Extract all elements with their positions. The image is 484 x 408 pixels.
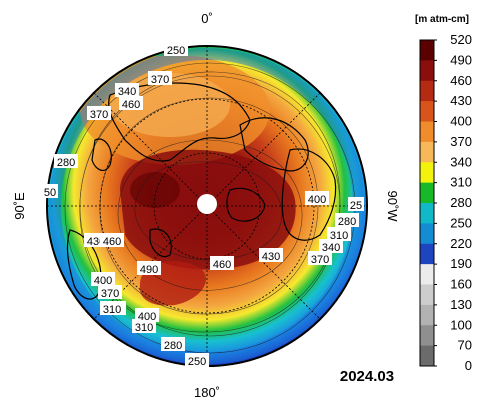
date-label: 2024.03 (340, 368, 394, 385)
axis-label-bottom: 180˚ (194, 385, 220, 400)
contour-label: 280 (57, 157, 75, 169)
colorbar-swatch (420, 345, 434, 367)
contour-label: 460 (122, 99, 140, 111)
contour-label: 280 (338, 216, 356, 228)
contour-label: 280 (164, 340, 182, 352)
colorbar-tick-label: 220 (450, 236, 472, 251)
contour-label: 370 (311, 254, 329, 266)
colorbar-tick-label: 0 (465, 358, 472, 373)
contour-label: 460 (103, 236, 121, 248)
colorbar-swatch (420, 223, 434, 245)
axis-label-top: 0˚ (201, 11, 213, 26)
colorbar-swatch (420, 304, 434, 326)
contour-label: 490 (140, 264, 158, 276)
contour-label: 250 (188, 356, 206, 368)
contour-labels: 250 370 340 460 370 280 50 430 460 400 3… (42, 42, 364, 368)
contour-label: 430 (262, 251, 280, 263)
colorbar-swatch (420, 80, 434, 102)
colorbar-swatch (420, 141, 434, 163)
colorbar-swatch (420, 284, 434, 306)
colorbar-tick-label: 130 (450, 297, 472, 312)
colorbar-tick-label: 70 (458, 338, 472, 353)
contour-label: 460 (213, 259, 231, 271)
colorbar-swatch (420, 203, 434, 224)
contour-label: 400 (308, 194, 326, 206)
contour-label: 25 (350, 200, 362, 212)
colorbar: 520 490 460 430 400 370 340 310 280 250 220 190 160 1… (419, 32, 472, 373)
colorbar-swatch (420, 40, 434, 61)
contour-label: 370 (101, 288, 119, 300)
colorbar-tick-label: 100 (450, 317, 472, 332)
contour-label: 370 (151, 74, 169, 86)
contour-label: 340 (118, 86, 136, 98)
contour-label: 250 (167, 45, 185, 57)
axis-label-left: 90˚E (12, 192, 27, 220)
contour-label: 50 (44, 187, 56, 199)
colorbar-tick-label: 430 (450, 93, 472, 108)
colorbar-tick-label: 250 (450, 215, 472, 230)
colorbar-swatch (420, 121, 434, 143)
colorbar-tick-label: 280 (450, 195, 472, 210)
colorbar-tick-label: 370 (450, 134, 472, 149)
colorbar-swatch (420, 162, 434, 184)
polar-night-hole (197, 194, 217, 214)
colorbar-swatch (420, 264, 434, 285)
colorbar-tick-label: 340 (450, 154, 472, 169)
colorbar-units: [m atm-cm] (415, 14, 469, 25)
polar-globe (46, 45, 368, 367)
colorbar-tick-label: 190 (450, 256, 472, 271)
colorbar-tick-label: 490 (450, 52, 472, 67)
colorbar-swatch (420, 101, 434, 122)
contour-label: 310 (103, 304, 121, 316)
colorbar-tick-label: 160 (450, 277, 472, 292)
contour-label: 370 (90, 109, 108, 121)
colorbar-tick-label: 460 (450, 73, 472, 88)
colorbar-tick-label: 520 (450, 32, 472, 47)
colorbar-tick-label: 310 (450, 175, 472, 190)
axis-label-right: 90˚W (385, 190, 400, 222)
colorbar-swatch (420, 60, 434, 82)
contour-label: 400 (94, 275, 112, 287)
colorbar-swatch (420, 325, 434, 347)
contour-label: 310 (135, 322, 153, 334)
colorbar-swatch (420, 243, 434, 265)
colorbar-tick-label: 400 (450, 114, 472, 129)
colorbar-swatch (420, 182, 434, 204)
coastlines (66, 82, 337, 300)
contour-label: 400 (138, 311, 156, 323)
